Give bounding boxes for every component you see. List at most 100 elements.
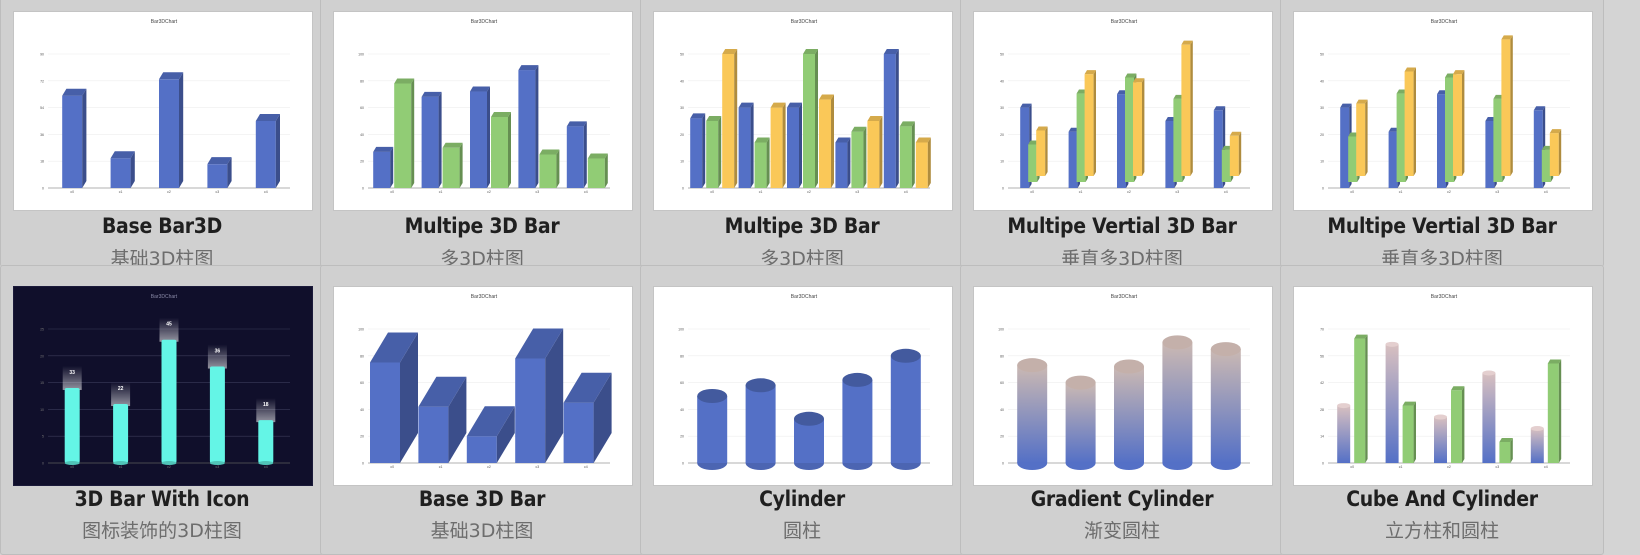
bar-top: [690, 113, 706, 119]
bar-front: [207, 164, 228, 188]
card-base-3d-bar[interactable]: Bar3DChart 0 20 40 60 80 100 c0 c1 c2 c3 c4 Base 3D…: [320, 265, 644, 555]
x-tick-label: c2: [487, 190, 491, 194]
x-tick-label: c0: [390, 465, 394, 469]
bar-side: [895, 49, 899, 188]
card-multiple-3d-bar-3-series[interactable]: Bar3DChart 0 10 20 30 40 50 c0 c1 c2 c3 c4 Multipe …: [640, 0, 964, 270]
bar-3d: [563, 372, 612, 463]
bar-top: [754, 137, 770, 143]
chart-title: Bar3DChart: [791, 294, 818, 300]
bar-top: [851, 126, 867, 132]
bar-side: [438, 91, 442, 188]
x-tick-label: c4: [264, 465, 268, 469]
y-tick-label: 0: [42, 187, 44, 191]
bar-front: [1229, 135, 1239, 176]
card-subtitle: 基础3D柱图: [430, 520, 534, 542]
cylinder-body: [697, 396, 728, 463]
cylinder-body: [1114, 366, 1144, 463]
y-tick-label: 60: [360, 106, 364, 110]
cylinder-bar: [697, 389, 728, 470]
bar-top: [1549, 129, 1562, 134]
bar-top: [539, 149, 560, 155]
y-tick-label: 50: [680, 53, 684, 57]
bar-front: [867, 121, 880, 188]
bar-3d: [587, 153, 608, 188]
bar-side: [1413, 401, 1416, 463]
bar-front: [370, 362, 400, 463]
bar-front: [539, 154, 557, 188]
bar-side: [400, 332, 418, 463]
cylinder-top: [1065, 375, 1096, 390]
y-tick-label: 5: [42, 435, 44, 439]
cylinder-top: [1337, 403, 1351, 409]
x-tick-label: c3: [1176, 190, 1180, 194]
bar-3d: [867, 116, 883, 188]
cylinder-top: [842, 372, 873, 387]
y-tick-label: 100: [998, 328, 1004, 332]
bar-3d: [539, 149, 560, 188]
bar-front: [1388, 131, 1398, 188]
bar-front: [803, 54, 815, 188]
card-cube-and-cylinder[interactable]: Bar3DChart 0 14 28 42 56 70 c0 c1 c2 c3 c4 Cube And…: [1280, 265, 1604, 555]
bar-front: [738, 107, 751, 188]
card-3d-bar-with-icon[interactable]: Bar3DChart 0 5 10 15 20 25 c0 c1 c2 c3 c4 33 22 45 36 18…: [0, 265, 324, 555]
y-tick-label: 0: [1322, 187, 1324, 191]
bar-front: [1221, 149, 1231, 182]
y-tick-label: 0: [362, 462, 364, 466]
x-tick-label: c2: [487, 465, 491, 469]
card-multiple-vertical-3d-bar-2[interactable]: Bar3DChart 0 10 20 30 40 50 c0 c1 c2 c3 c4 Multipe …: [1280, 0, 1604, 270]
y-tick-label: 40: [680, 79, 684, 83]
x-tick-label: c0: [390, 190, 394, 194]
x-tick-label: c0: [710, 190, 714, 194]
bar-front: [690, 118, 703, 188]
y-tick-label: 14: [1320, 435, 1324, 439]
card-base-bar3d[interactable]: Bar3DChart 0 18 36 54 72 90 c0 c1 c2 c3 c4 Base Bar…: [0, 0, 324, 270]
bar-top: [207, 157, 232, 165]
bar-side: [411, 78, 415, 188]
bar-top: [1181, 40, 1193, 45]
x-tick-label: c2: [167, 465, 171, 469]
y-tick-label: 100: [678, 328, 684, 332]
bar-side: [1413, 67, 1416, 176]
bar-3d: [1133, 78, 1145, 176]
icon-bar: 33: [62, 365, 82, 465]
cylinder-bar: [1482, 370, 1496, 463]
bar-side: [718, 116, 722, 188]
card-subtitle: 多3D柱图: [760, 248, 844, 270]
bar-side: [879, 116, 883, 188]
bar-top: [787, 102, 802, 108]
bar-front: [1036, 130, 1046, 176]
x-tick-label: c4: [584, 465, 588, 469]
bar-3d: [915, 137, 931, 188]
bar-side: [604, 153, 608, 188]
bar-front: [851, 131, 864, 188]
bar-side: [227, 157, 232, 188]
bar-top: [1125, 73, 1137, 78]
bar-front: [1084, 74, 1094, 176]
chart-title: Bar3DChart: [471, 294, 498, 300]
y-tick-label: 80: [680, 354, 684, 358]
bar-front: [1173, 98, 1183, 182]
card-multiple-vertical-3d-bar[interactable]: Bar3DChart 0 10 20 30 40 50 c0 c1 c2 c3 c4 Multipe …: [960, 0, 1284, 270]
bar-side: [1142, 78, 1145, 176]
chart-preview: Bar3DChart 0 20 40 60 80 100 c0 c1 c2 c3 c4: [358, 294, 612, 469]
bar-side: [593, 372, 612, 463]
bar-front: [1020, 107, 1030, 188]
cylinder-bar: [794, 411, 824, 470]
bar-front: [1493, 98, 1503, 182]
cylinder-bar: [842, 372, 873, 470]
bar-side: [390, 146, 394, 188]
bar-side: [556, 149, 560, 188]
y-tick-label: 30: [680, 106, 684, 110]
cylinder-body: [745, 385, 776, 463]
y-tick-label: 100: [358, 53, 364, 57]
chart-thumbnail: Bar3DChart 0 20 40 60 80 100 c0 c1 c2 c3 c4: [333, 286, 633, 486]
card-multiple-3d-bar[interactable]: Bar3DChart 0 20 40 60 80 100 c0 c1 c2 c3 c4 Multipe…: [320, 0, 644, 270]
bar-front: [442, 147, 460, 188]
bar-top: [1036, 126, 1048, 131]
y-tick-label: 10: [1000, 160, 1004, 164]
y-tick-label: 10: [1320, 160, 1324, 164]
bar-glow: [62, 365, 82, 390]
y-tick-label: 0: [682, 187, 684, 191]
